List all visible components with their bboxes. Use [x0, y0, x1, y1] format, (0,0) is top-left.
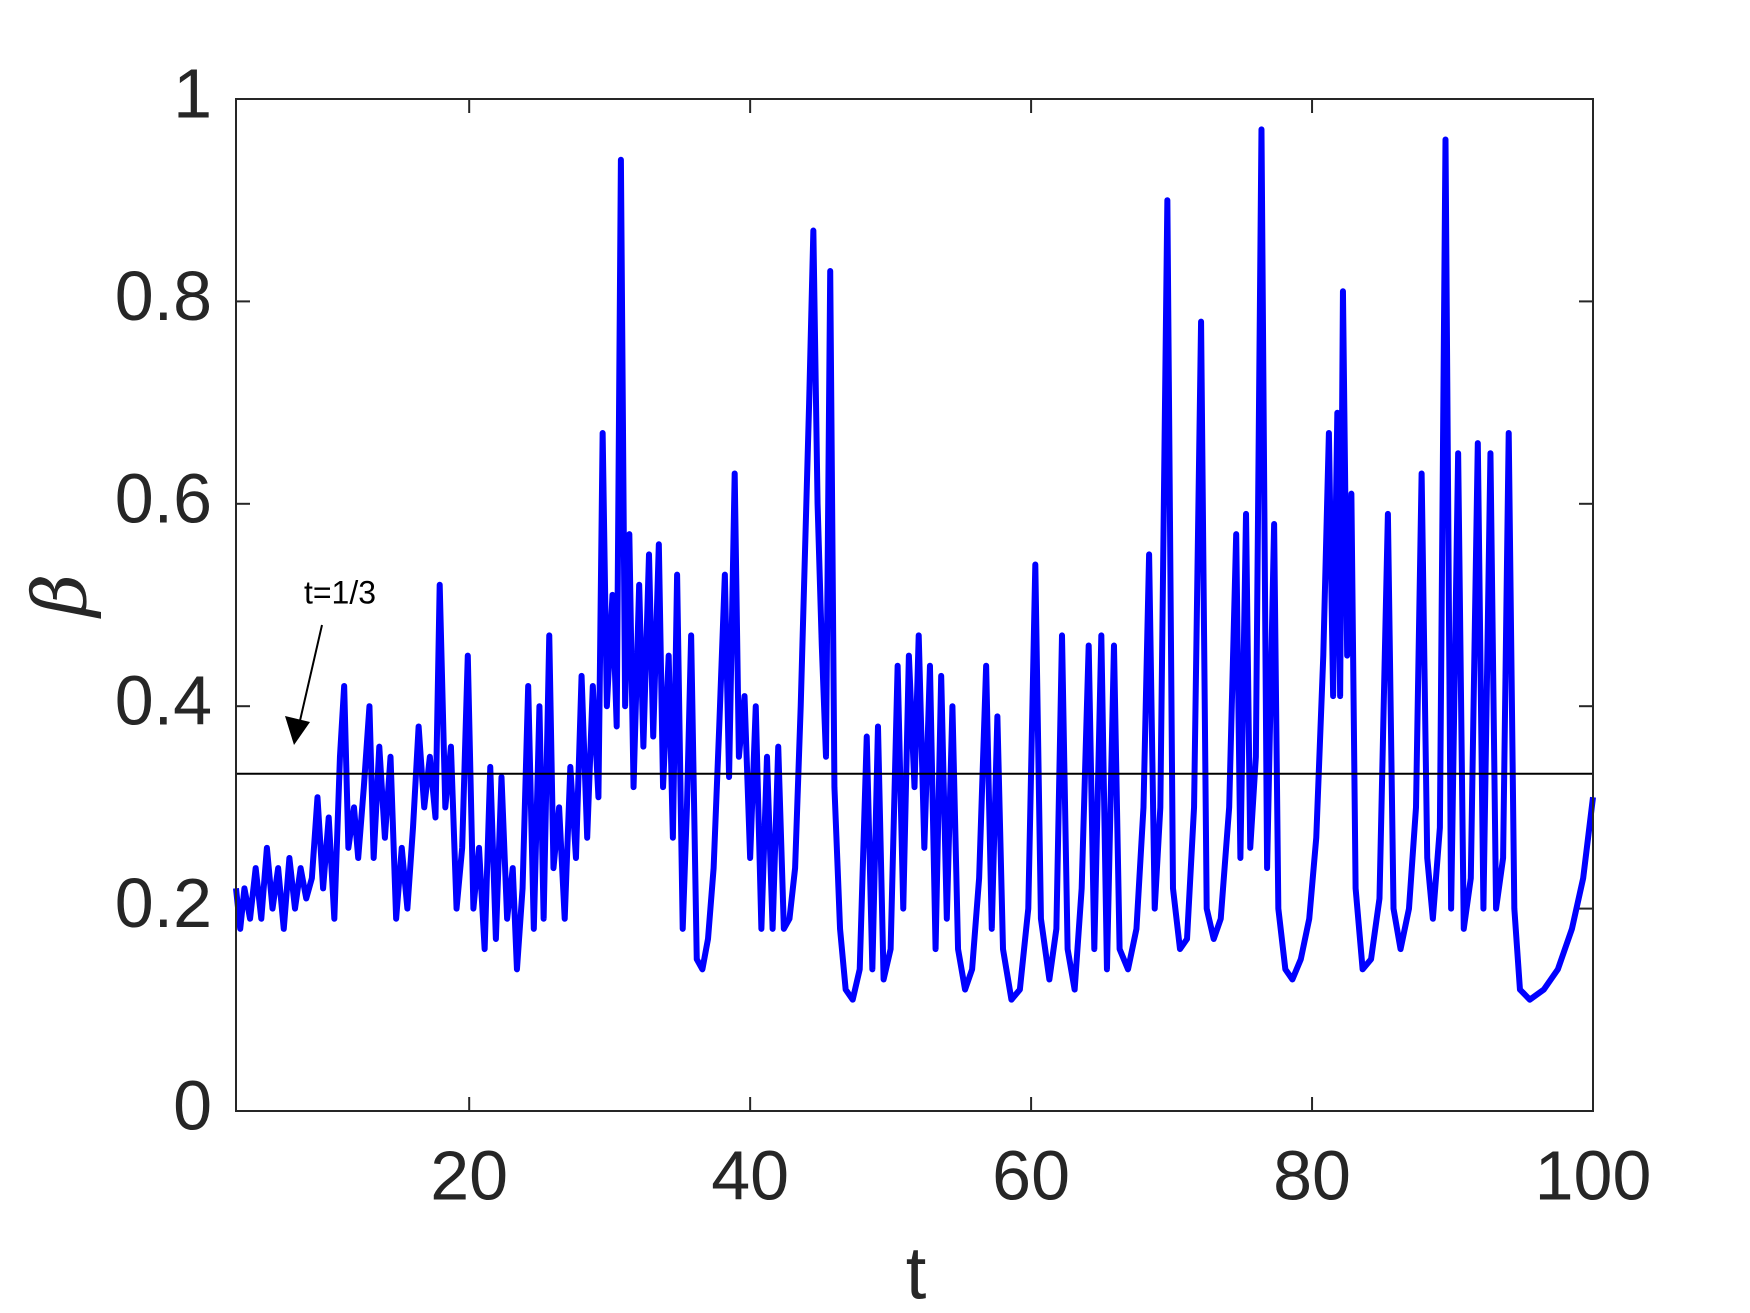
data-line: [233, 126, 1596, 1003]
y-tick-label: 0: [173, 1066, 212, 1144]
x-tick-label: 40: [711, 1136, 789, 1214]
annotation: t=1/3: [304, 574, 376, 610]
y-axis-label: β: [17, 574, 103, 620]
annotation-arrow: [298, 624, 323, 726]
axes-box: [235, 98, 1594, 1112]
y-tick-label: 0.6: [115, 459, 212, 537]
y-tick-label: 0.4: [115, 662, 212, 740]
y-tick-label: 1: [173, 54, 212, 132]
x-tick-label: 100: [1535, 1136, 1652, 1214]
annotation-arrowhead: [285, 716, 310, 745]
x-tick-label: 80: [1273, 1136, 1351, 1214]
y-tick-label: 0.2: [115, 864, 212, 942]
x-axis-label: t: [906, 1232, 927, 1313]
y-tick-label: 0.8: [115, 257, 212, 335]
x-tick-label: 20: [430, 1136, 508, 1214]
x-tick-label: 60: [992, 1136, 1070, 1214]
